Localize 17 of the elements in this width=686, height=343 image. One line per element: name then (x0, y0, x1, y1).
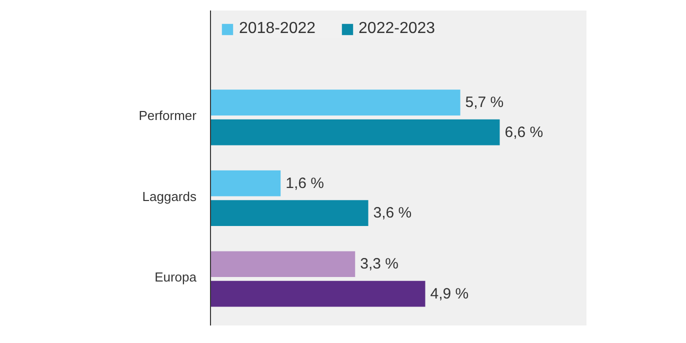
bar (210, 280, 426, 307)
bar (210, 170, 281, 196)
bar (210, 119, 500, 146)
data-label: 3,6 % (373, 204, 412, 222)
data-label: 5,7 % (465, 94, 504, 112)
bar (210, 251, 356, 278)
y-tick-label: Europa (154, 270, 198, 285)
y-tick-label: Performer (138, 108, 198, 123)
bar (210, 200, 368, 226)
bar (210, 90, 460, 116)
y-tick-label: Laggards (142, 188, 197, 204)
data-label: 4,9 % (430, 285, 469, 302)
data-label: 3,3 % (360, 256, 398, 273)
legend-label: 2018-2022 (239, 20, 316, 38)
data-label: 1,6 % (286, 174, 324, 192)
data-label: 6,6 % (504, 124, 544, 141)
legend-label: 2022-2023 (358, 20, 436, 38)
